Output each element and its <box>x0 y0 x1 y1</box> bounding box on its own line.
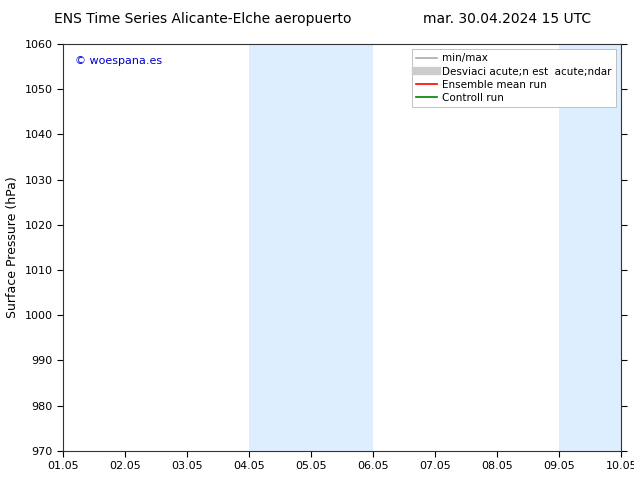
Text: mar. 30.04.2024 15 UTC: mar. 30.04.2024 15 UTC <box>423 12 592 26</box>
Bar <box>311 44 373 451</box>
Bar <box>559 44 590 451</box>
Bar <box>249 44 311 451</box>
Bar <box>590 44 621 451</box>
Text: ENS Time Series Alicante-Elche aeropuerto: ENS Time Series Alicante-Elche aeropuert… <box>54 12 352 26</box>
Legend: min/max, Desviaci acute;n est  acute;ndar, Ensemble mean run, Controll run: min/max, Desviaci acute;n est acute;ndar… <box>412 49 616 107</box>
Y-axis label: Surface Pressure (hPa): Surface Pressure (hPa) <box>6 176 19 318</box>
Text: © woespana.es: © woespana.es <box>75 56 162 66</box>
